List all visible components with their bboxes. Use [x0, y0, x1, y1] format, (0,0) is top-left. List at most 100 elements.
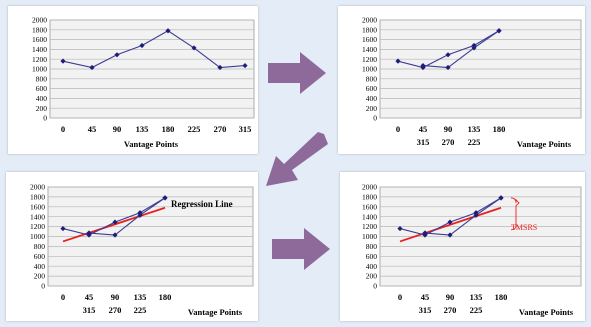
- x-axis-label: Vantage Points: [188, 307, 243, 317]
- y-tick-label: 1800: [362, 25, 377, 34]
- y-tick-label: 1400: [362, 45, 377, 54]
- x-axis-label: Vantage Points: [517, 139, 572, 149]
- x-tick-label: 180: [493, 124, 506, 134]
- regression-line: [399, 206, 502, 243]
- y-tick-label: 600: [366, 84, 378, 93]
- y-tick-label: 400: [34, 262, 46, 271]
- data-point: [420, 62, 426, 69]
- y-tick-label: 1600: [362, 35, 377, 44]
- y-tick-label: 1000: [362, 232, 377, 241]
- arrow-down-left: [266, 132, 328, 186]
- x-tick-label-row2: 270: [442, 137, 455, 147]
- x-tick-label: 135: [468, 124, 481, 134]
- y-tick-label: 1800: [362, 193, 377, 202]
- series-line: [424, 197, 502, 236]
- y-tick-label: 2000: [30, 183, 45, 192]
- x-tick-label: 90: [446, 292, 455, 302]
- y-tick-label: 600: [36, 84, 48, 93]
- x-tick-label: 315: [239, 124, 252, 134]
- x-tick-label: 45: [419, 124, 428, 134]
- data-point: [112, 219, 118, 225]
- x-tick-label: 270: [214, 124, 227, 134]
- x-tick-label-row2: 315: [419, 305, 432, 315]
- x-axis-label: Vantage Points: [124, 139, 179, 149]
- x-tick-label: 0: [396, 124, 400, 134]
- x-tick-label: 45: [88, 124, 97, 134]
- y-tick-label: 0: [41, 282, 45, 291]
- data-point: [447, 219, 453, 225]
- data-point: [473, 212, 479, 218]
- y-tick-label: 1800: [30, 193, 45, 202]
- x-tick-label: 0: [61, 292, 65, 302]
- series-line: [88, 197, 166, 236]
- tmsrs-brace: [510, 197, 520, 231]
- data-point: [191, 45, 197, 51]
- y-tick-label: 1200: [362, 222, 377, 231]
- y-tick-label: 200: [34, 272, 46, 281]
- y-tick-label: 200: [36, 104, 48, 113]
- y-tick-label: 1000: [32, 65, 47, 74]
- x-axis-label: Vantage Points: [519, 307, 574, 317]
- data-point: [445, 52, 451, 58]
- y-tick-label: 1200: [30, 222, 45, 231]
- x-tick-label: 135: [470, 292, 483, 302]
- x-tick-label: 0: [398, 292, 402, 302]
- x-tick-label-row2: 270: [109, 305, 122, 315]
- series-line: [62, 30, 246, 69]
- x-tick-label-row2: 225: [470, 305, 483, 315]
- y-tick-label: 400: [366, 94, 378, 103]
- y-tick-label: 200: [366, 272, 378, 281]
- y-tick-label: 1000: [362, 65, 377, 74]
- data-point: [422, 230, 428, 236]
- x-tick-label: 90: [111, 292, 120, 302]
- y-tick-label: 800: [366, 74, 378, 83]
- chart-panel-4: 0 200 400 600 800 1000 1200 1400 1600 1800 2000 0 45…: [340, 172, 585, 321]
- y-tick-label: 1600: [30, 202, 45, 211]
- y-tick-label: 1000: [30, 232, 45, 241]
- data-point: [165, 28, 171, 34]
- data-point: [86, 230, 92, 236]
- y-tick-label: 1600: [362, 202, 377, 211]
- x-tick-label: 45: [421, 292, 430, 302]
- y-tick-label: 600: [366, 252, 378, 261]
- data-point: [496, 28, 502, 34]
- arrow-right-top: [268, 52, 326, 94]
- x-tick-label-row2: 315: [83, 305, 96, 315]
- y-tick-label: 2000: [362, 16, 377, 25]
- y-tick-label: 2000: [32, 16, 47, 25]
- y-tick-label: 400: [366, 262, 378, 271]
- chart-panel-2: 0 200 400 600 800 1000 1200 1400 1600 1800 2000 0 45…: [338, 6, 585, 154]
- y-tick-label: 800: [36, 74, 48, 83]
- arrow-down-left-shape: [266, 132, 328, 186]
- y-tick-label: 800: [366, 242, 378, 251]
- y-tick-label: 400: [36, 94, 48, 103]
- x-tick-label: 180: [162, 124, 175, 134]
- x-tick-label: 180: [495, 292, 508, 302]
- data-point: [242, 62, 248, 69]
- y-tick-label: 200: [366, 104, 378, 113]
- x-tick-label-row2: 225: [468, 137, 481, 147]
- x-tick-label: 0: [61, 124, 65, 134]
- y-tick-label: 1400: [30, 212, 45, 221]
- data-point: [447, 232, 453, 238]
- arrow-right-shape: [268, 52, 326, 94]
- y-tick-label: 800: [34, 242, 46, 251]
- data-point: [114, 52, 120, 58]
- x-tick-label: 135: [136, 124, 149, 134]
- series-line: [422, 30, 500, 69]
- y-tick-label: 1200: [362, 55, 377, 64]
- x-tick-label: 180: [159, 292, 172, 302]
- y-tick-label: 1400: [32, 45, 47, 54]
- y-tick-label: 0: [43, 114, 47, 123]
- x-tick-label-row2: 225: [134, 305, 147, 315]
- x-tick-label: 135: [134, 292, 147, 302]
- x-tick-label-row2: 270: [444, 305, 457, 315]
- arrow-right-shape: [272, 228, 330, 270]
- data-point: [139, 42, 145, 49]
- chart-panel-3: 0 200 400 600 800 1000 1200 1400 1600 1800 2000 0 45…: [6, 172, 258, 321]
- x-tick-label-row2: 315: [417, 137, 430, 147]
- data-point: [162, 195, 168, 201]
